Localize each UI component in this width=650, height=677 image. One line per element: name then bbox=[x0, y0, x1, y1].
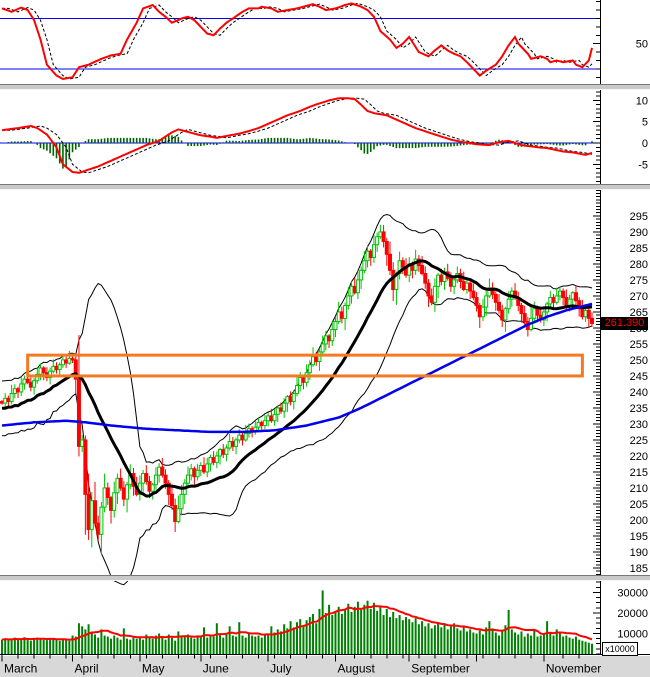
panel-separator bbox=[0, 184, 650, 190]
price-axis-label: 200 bbox=[630, 515, 648, 527]
macd-histogram bbox=[4, 135, 593, 169]
volume-bars bbox=[1, 590, 593, 654]
price-axis-label: 195 bbox=[630, 531, 648, 543]
month-label: April bbox=[75, 662, 99, 676]
month-label: September bbox=[411, 662, 470, 676]
last-price-value: 261.390 bbox=[604, 317, 645, 329]
volume-axis-label: 10000 bbox=[617, 628, 648, 640]
candlestick-series bbox=[0, 224, 594, 555]
price-axis-label: 250 bbox=[630, 355, 648, 367]
panel-separator bbox=[0, 575, 650, 581]
x-axis-label-strip bbox=[0, 656, 650, 677]
volume-panel bbox=[1, 590, 593, 654]
price-axis-label: 185 bbox=[630, 563, 648, 575]
price-axis-label: 220 bbox=[630, 451, 648, 463]
price-axis-label: 245 bbox=[630, 371, 648, 383]
volume-axis-label: 20000 bbox=[617, 608, 648, 620]
panel-separator bbox=[0, 84, 650, 90]
stochastic-value-axis: 50 bbox=[593, 0, 648, 84]
price-axis-label: 290 bbox=[630, 227, 648, 239]
macd-value-axis: -5 0 5 10 bbox=[593, 90, 648, 184]
price-axis-label: 235 bbox=[630, 403, 648, 415]
volume-axis-label: 30000 bbox=[617, 587, 648, 599]
price-axis-label: 225 bbox=[630, 435, 648, 447]
stochastic-panel bbox=[0, 2, 600, 81]
price-axis-label: 295 bbox=[630, 211, 648, 223]
volume-value-axis: 10000 20000 30000 bbox=[593, 581, 648, 655]
price-axis-label: 205 bbox=[630, 499, 648, 511]
price-axis-label: 265 bbox=[630, 307, 648, 319]
month-label: May bbox=[142, 662, 165, 676]
price-axis-label: 215 bbox=[630, 467, 648, 479]
price-axis-label: 210 bbox=[630, 483, 648, 495]
price-axis-label: 255 bbox=[630, 339, 648, 351]
price-range-annotation-box bbox=[26, 353, 584, 378]
macd-axis-label: 10 bbox=[636, 95, 648, 107]
price-axis-label: 275 bbox=[630, 275, 648, 287]
price-axis-label: 285 bbox=[630, 243, 648, 255]
volume-unit-text: x10000 bbox=[605, 644, 635, 654]
price-axis-label: 230 bbox=[630, 419, 648, 431]
last-price-flag: 261.390 bbox=[601, 317, 648, 330]
month-label: August bbox=[337, 662, 375, 676]
price-panel bbox=[0, 213, 594, 586]
price-axis-label: 240 bbox=[630, 387, 648, 399]
macd-axis-label: 0 bbox=[642, 138, 648, 150]
month-label: June bbox=[203, 662, 229, 676]
month-label: March bbox=[4, 662, 37, 676]
macd-panel bbox=[0, 97, 600, 174]
price-axis-label: 190 bbox=[630, 547, 648, 559]
volume-unit-label: x10000 bbox=[602, 642, 638, 656]
time-axis: March April May June July August September Nove… bbox=[0, 654, 650, 676]
stochastic-axis-label: 50 bbox=[636, 39, 648, 51]
price-axis-label: 270 bbox=[630, 291, 648, 303]
price-axis-label: 280 bbox=[630, 259, 648, 271]
macd-axis-label: -5 bbox=[638, 159, 648, 171]
macd-axis-label: 5 bbox=[642, 117, 648, 129]
month-label: July bbox=[270, 662, 291, 676]
price-value-axis: 185 190 195 200 205 210 215 220 225 230 235 240 245 2… bbox=[593, 189, 648, 575]
month-label: November bbox=[546, 662, 601, 676]
